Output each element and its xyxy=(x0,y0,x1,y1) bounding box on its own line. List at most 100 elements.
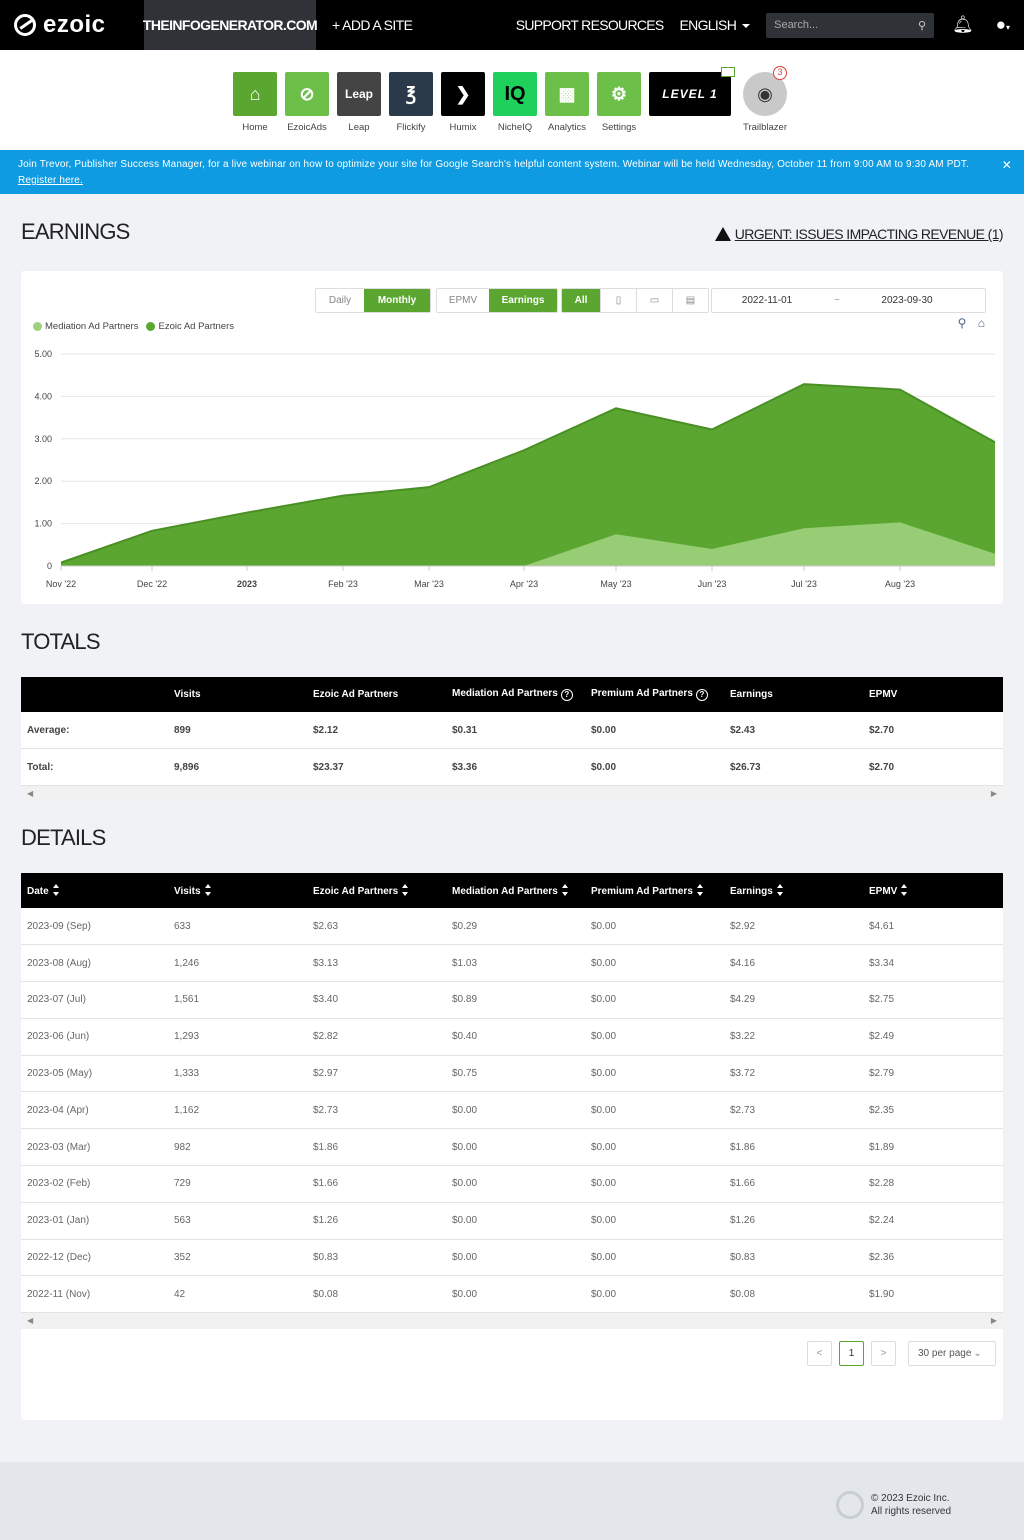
table-cell: $1.26 xyxy=(724,1202,863,1240)
per-page-label: 30 per page xyxy=(918,1348,972,1359)
app-label: Leap xyxy=(348,122,370,133)
mail-icon[interactable] xyxy=(721,67,735,77)
column-header-label: Date xyxy=(27,886,49,897)
table-cell: $3.34 xyxy=(863,944,1003,983)
ezoic-series-area[interactable] xyxy=(61,384,995,566)
app-home[interactable]: ⌂ Home xyxy=(233,72,277,133)
daily-button[interactable]: Daily xyxy=(316,289,364,312)
table-cell: 2023-06 (Jun) xyxy=(21,1018,168,1056)
sort-icon[interactable] xyxy=(204,884,211,896)
app-label: Humix xyxy=(449,122,477,133)
scroll-left-icon[interactable]: ◀ xyxy=(27,789,34,799)
table-cell: 2023-07 (Jul) xyxy=(21,981,168,1019)
x-tick-label: Dec '22 xyxy=(137,579,167,589)
trailblazer-badge[interactable]: ◉ 3 Trailblazer xyxy=(741,66,789,133)
language-dropdown[interactable]: ENGLISH xyxy=(680,17,751,33)
search-input[interactable] xyxy=(774,19,919,31)
app-analytics[interactable]: ▩ Analytics xyxy=(545,72,589,133)
sort-icon[interactable] xyxy=(776,884,783,896)
ezoicads-icon: ⊘ xyxy=(285,72,329,116)
period-toggle: Daily Monthly xyxy=(315,288,431,313)
epmv-button[interactable]: EPMV xyxy=(437,289,489,312)
bell-icon[interactable]: 🔔︎ xyxy=(952,15,974,34)
device-all-button[interactable]: All xyxy=(562,289,600,312)
column-header[interactable]: Ezoic Ad Partners xyxy=(307,873,446,908)
sort-icon[interactable] xyxy=(561,884,568,896)
date-from[interactable]: 2022-11-01 xyxy=(741,295,793,306)
y-tick-label: 3.00 xyxy=(34,434,52,444)
column-header[interactable]: Mediation Ad Partners xyxy=(446,873,585,908)
table-cell: $1.90 xyxy=(863,1275,1003,1314)
table-cell: $0.00 xyxy=(585,1202,724,1240)
desktop-device-icon[interactable]: ▤ xyxy=(672,289,708,312)
horizontal-scrollbar[interactable]: ◀ ▶ xyxy=(21,786,1003,803)
table-cell: $1.26 xyxy=(307,1202,446,1240)
sort-icon[interactable] xyxy=(901,884,908,896)
footer: © 2023 Ezoic Inc. All rights reserved xyxy=(0,1462,1024,1540)
totals-title: TOTALS xyxy=(21,629,101,654)
add-site-link[interactable]: + ADD A SITE xyxy=(332,17,413,33)
legend-mediation[interactable]: Mediation Ad Partners xyxy=(33,321,138,332)
next-page-button[interactable]: > xyxy=(871,1341,896,1366)
earnings-chart-card: Daily Monthly EPMV Earnings All ▯ ▭ ▤ 20… xyxy=(21,271,1003,604)
app-leap[interactable]: Leap Leap xyxy=(337,72,381,133)
column-header[interactable]: Date xyxy=(21,873,168,908)
date-range-picker[interactable]: 2022-11-01 ~ 2023-09-30 xyxy=(711,288,986,313)
per-page-select[interactable]: 30 per page ⌄ xyxy=(908,1341,996,1366)
table-cell: $0.83 xyxy=(724,1239,863,1277)
mobile-device-icon[interactable]: ▯ xyxy=(600,289,636,312)
earnings-button[interactable]: Earnings xyxy=(489,289,557,312)
app-ezoicads[interactable]: ⊘ EzoicAds xyxy=(285,72,329,133)
app-humix[interactable]: ❯ Humix xyxy=(441,72,485,133)
support-resources-link[interactable]: SUPPORT RESOURCES xyxy=(515,17,665,33)
apps-toolbar: ⌂ Home ⊘ EzoicAds Leap Leap ℥ Flickify ❯ Humix IQ N… xyxy=(0,50,1024,150)
table-cell: $0.00 xyxy=(585,1091,724,1130)
table-cell: $0.00 xyxy=(585,1128,724,1167)
scroll-right-icon[interactable]: ▶ xyxy=(990,1316,997,1326)
app-flickify[interactable]: ℥ Flickify xyxy=(389,72,433,133)
legend-ezoic[interactable]: Ezoic Ad Partners xyxy=(146,321,234,332)
close-icon[interactable]: ✕ xyxy=(1001,158,1012,172)
urgent-issues-link[interactable]: URGENT: ISSUES IMPACTING REVENUE (1) xyxy=(714,226,1004,242)
user-icon[interactable]: ●▾ xyxy=(995,15,1010,34)
app-label: EzoicAds xyxy=(287,122,327,133)
search-icon[interactable]: ⚲ xyxy=(918,19,927,32)
app-label: Home xyxy=(242,122,268,133)
monthly-button[interactable]: Monthly xyxy=(364,289,430,312)
home-reset-icon[interactable]: ⌂ xyxy=(977,316,985,330)
help-icon[interactable]: ? xyxy=(695,689,708,701)
column-header[interactable]: Visits xyxy=(168,873,307,908)
level-badge[interactable]: LEVEL 1 xyxy=(649,72,731,116)
app-settings[interactable]: ⚙ Settings xyxy=(597,72,641,133)
page-1-button[interactable]: 1 xyxy=(839,1341,864,1366)
app-nicheiq[interactable]: IQ NicheIQ xyxy=(493,72,537,133)
table-cell: $0.00 xyxy=(585,908,724,946)
prev-page-button[interactable]: < xyxy=(807,1341,832,1366)
table-cell: 1,293 xyxy=(168,1018,307,1056)
table-cell: 1,333 xyxy=(168,1055,307,1093)
date-to[interactable]: 2023-09-30 xyxy=(881,295,933,306)
tablet-device-icon[interactable]: ▭ xyxy=(636,289,672,312)
table-cell: $1.03 xyxy=(446,944,585,983)
table-cell: 982 xyxy=(168,1128,307,1167)
sort-icon[interactable] xyxy=(402,884,409,896)
scroll-right-icon[interactable]: ▶ xyxy=(990,789,997,799)
help-icon[interactable]: ? xyxy=(560,689,573,701)
zoom-icon[interactable]: ⚲ xyxy=(957,316,967,330)
x-tick-label: Feb '23 xyxy=(328,579,358,589)
app-label: Flickify xyxy=(396,122,426,133)
scroll-left-icon[interactable]: ◀ xyxy=(27,1316,34,1326)
table-cell: $2.63 xyxy=(307,908,446,946)
site-selector[interactable]: THEINFOGENERATOR.COM xyxy=(143,0,318,50)
column-header-label: Ezoic Ad Partners xyxy=(313,689,399,700)
column-header[interactable]: Earnings xyxy=(724,873,863,908)
sort-icon[interactable] xyxy=(696,884,703,896)
table-cell: $3.72 xyxy=(724,1055,863,1093)
mediation-series-area[interactable] xyxy=(61,522,995,566)
column-header[interactable]: Premium Ad Partners xyxy=(585,873,724,908)
sort-icon[interactable] xyxy=(52,884,59,896)
column-header[interactable]: EPMV xyxy=(863,873,1003,908)
register-link[interactable]: Register here. xyxy=(18,175,83,186)
ezoic-logo[interactable]: ezoic xyxy=(0,0,144,50)
horizontal-scrollbar[interactable]: ◀ ▶ xyxy=(21,1313,1003,1330)
